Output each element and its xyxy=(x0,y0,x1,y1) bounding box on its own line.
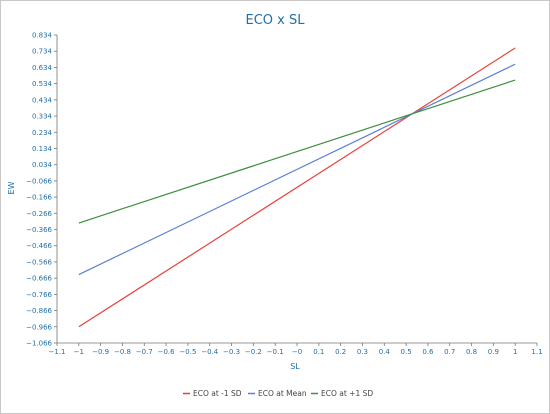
x-tick-label: −0.4 xyxy=(201,348,219,356)
y-tick-label: −0.066 xyxy=(26,177,52,185)
x-tick-label: −0 xyxy=(292,348,302,356)
y-tick-label: −0.566 xyxy=(26,258,52,266)
x-tick-label: 1.1 xyxy=(531,348,542,356)
y-tick-label: 0.334 xyxy=(32,113,53,121)
legend-label-2: ECO at Mean xyxy=(258,389,307,398)
y-axis-label: EW xyxy=(7,181,16,194)
x-tick-label: −1 xyxy=(74,348,84,356)
x-tick-label: −0.1 xyxy=(267,348,284,356)
x-tick-label: −0.7 xyxy=(136,348,153,356)
x-tick-label: 0.7 xyxy=(444,348,455,356)
y-tick-label: 0.534 xyxy=(32,80,53,88)
x-tick-label: −0.5 xyxy=(179,348,196,356)
x-tick-label: −0.2 xyxy=(245,348,262,356)
y-tick-label: 0.234 xyxy=(32,129,53,137)
chart-title: ECO x SL xyxy=(246,13,306,28)
x-tick-label: 1 xyxy=(513,348,517,356)
x-tick-label: −1.1 xyxy=(49,348,66,356)
y-tick-label: −0.866 xyxy=(26,307,52,315)
y-tick-label: 0.634 xyxy=(32,64,53,72)
y-tick-label: −0.266 xyxy=(26,210,52,218)
y-tick-label: −0.666 xyxy=(26,275,52,283)
series-line-1 xyxy=(78,47,516,328)
y-tick-label: −1.066 xyxy=(26,340,52,348)
legend-label-3: ECO at +1 SD xyxy=(321,389,373,398)
legend-label-1: ECO at -1 SD xyxy=(193,389,242,398)
series-line-3 xyxy=(78,79,516,224)
y-tick-label: 0.734 xyxy=(32,48,53,56)
x-tick-label: 0.9 xyxy=(488,348,499,356)
x-axis-label: SL xyxy=(290,362,300,371)
y-tick-label: −0.966 xyxy=(26,323,52,331)
y-tick-label: 0.834 xyxy=(32,32,53,40)
x-tick-label: −0.8 xyxy=(114,348,131,356)
x-tick-label: 0.4 xyxy=(379,348,391,356)
x-tick-label: −0.9 xyxy=(92,348,109,356)
x-tick-label: 0.5 xyxy=(401,348,412,356)
y-tick-label: 0.434 xyxy=(32,96,53,104)
y-tick-label: −0.166 xyxy=(26,194,52,202)
y-tick-label: −0.466 xyxy=(26,242,52,250)
series-line-2 xyxy=(78,63,516,276)
x-tick-label: 0.8 xyxy=(466,348,477,356)
x-tick-label: 0.3 xyxy=(357,348,368,356)
x-tick-label: 0.6 xyxy=(422,348,434,356)
y-tick-label: −0.366 xyxy=(26,226,52,234)
y-tick-label: 0.134 xyxy=(32,145,53,153)
y-tick-label: 0.034 xyxy=(32,161,53,169)
y-tick-label: −0.766 xyxy=(26,291,52,299)
x-tick-label: 0.2 xyxy=(335,348,346,356)
x-tick-label: −0.6 xyxy=(158,348,176,356)
x-tick-label: −0.3 xyxy=(223,348,240,356)
x-tick-label: 0.1 xyxy=(313,348,324,356)
